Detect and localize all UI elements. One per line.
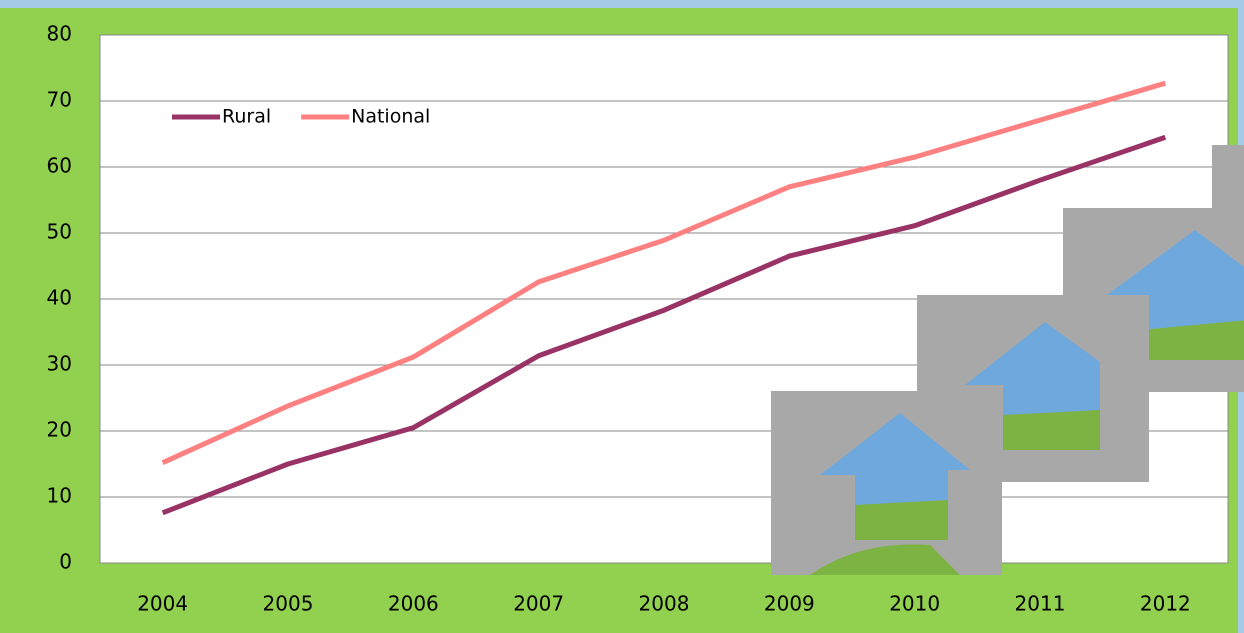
y-tick-label: 80 — [47, 22, 72, 46]
y-tick-label: 0 — [59, 550, 72, 574]
line-series — [161, 134, 1167, 516]
x-tick-label: 2012 — [1140, 592, 1191, 616]
x-tick-label: 2011 — [1015, 592, 1066, 616]
y-tick-label: 60 — [47, 154, 72, 178]
house-image — [1212, 145, 1244, 215]
x-tick-label: 2005 — [263, 592, 314, 616]
legend-label: Rural — [222, 106, 271, 128]
x-tick-label: 2010 — [889, 592, 940, 616]
x-tick-label: 2004 — [137, 592, 188, 616]
y-tick-label: 20 — [47, 418, 72, 442]
house-images — [771, 145, 1244, 575]
x-tick-label: 2009 — [764, 592, 815, 616]
y-tick-label: 70 — [47, 88, 72, 112]
house-image — [771, 391, 1002, 575]
y-tick-label: 30 — [47, 352, 72, 376]
legend-label: National — [351, 106, 430, 128]
x-tick-label: 2007 — [513, 592, 564, 616]
x-tick-label: 2008 — [639, 592, 690, 616]
y-tick-label: 40 — [47, 286, 72, 310]
x-tick-label: 2006 — [388, 592, 439, 616]
y-tick-label: 10 — [47, 484, 72, 508]
line-series — [161, 80, 1167, 465]
y-tick-label: 50 — [47, 220, 72, 244]
